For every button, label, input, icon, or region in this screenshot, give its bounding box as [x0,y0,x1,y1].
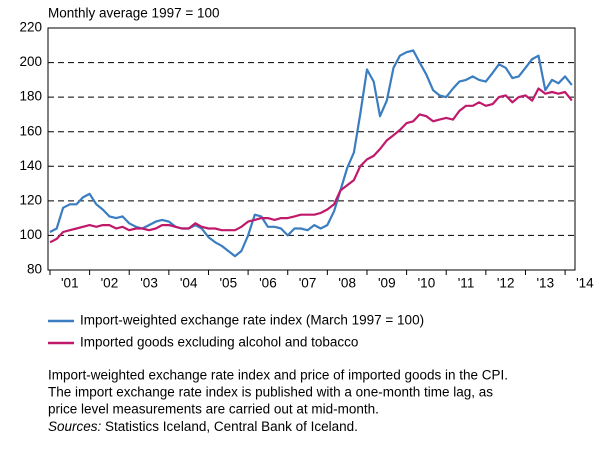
sources: Sources: Statistics Iceland, Central Ban… [48,419,358,434]
y-tick-label: 80 [27,262,42,277]
y-tick-label: 120 [19,192,42,207]
chart-subtitle: Monthly average 1997 = 100 [48,6,220,21]
x-tick-label: '10 [418,276,436,291]
y-tick-label: 160 [19,123,42,138]
caption-line: price level measurements are carried out… [48,402,379,417]
caption-line: The import exchange rate index is publis… [48,385,493,400]
legend-label: Imported goods excluding alcohol and tob… [80,335,358,350]
y-tick-label: 100 [19,227,42,242]
x-tick-label: '01 [61,276,79,291]
x-tick-label: '14 [576,276,594,291]
x-tick-label: '07 [299,276,317,291]
y-tick-label: 140 [19,158,42,173]
sources-text: Statistics Iceland, Central Bank of Icel… [105,419,358,434]
x-tick-label: '13 [536,276,554,291]
x-tick-label: '12 [497,276,515,291]
y-tick-label: 180 [19,89,42,104]
x-tick-label: '04 [180,276,198,291]
caption-line: Import-weighted exchange rate index and … [48,368,508,383]
y-tick-label: 220 [19,20,42,35]
sources-label: Sources: [48,419,102,434]
x-tick-label: '02 [101,276,119,291]
series-line [49,49,573,258]
series-line [49,87,573,244]
x-tick-label: '09 [378,276,396,291]
x-tick-label: '08 [338,276,356,291]
y-tick-label: 200 [19,54,42,69]
plot-frame [47,27,576,271]
x-tick-label: '03 [140,276,158,291]
x-tick-label: '11 [458,276,475,291]
x-tick-label: '05 [219,276,237,291]
x-tick-label: '06 [259,276,277,291]
legend-label: Import-weighted exchange rate index (Mar… [80,313,424,328]
